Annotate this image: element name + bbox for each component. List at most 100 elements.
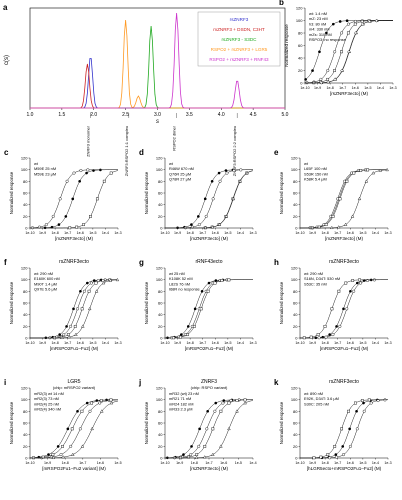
panel-k-legend-entry: E92K, D34T: 3.6 μM [304,396,339,401]
panel-d-ytick-label: 40 [158,202,163,207]
panel-c-point [57,223,61,226]
panel-c-point [58,197,62,201]
panel-f-legend-entry: wt: 290 nM [34,271,53,276]
panel-g-legend-entry: L82S 76 nM [169,281,190,286]
panel-j-point [187,455,191,459]
panel-c-point [44,223,48,227]
panel-e-point [338,197,342,201]
panel-j-ytick-label: 20 [158,444,163,449]
panel-j-point [211,452,215,456]
panel-b-point [326,69,330,73]
panel-f-xtick-label: 1e-8 [52,341,59,345]
panel-j-point [214,401,218,405]
panel-e-xlabel: [mZNRF3ecto] (M) [325,236,363,241]
panel-g-ytick-label: 120 [156,266,163,271]
panel-g-point [227,278,231,282]
panel-c-point [65,179,69,183]
panel-j-point [243,398,247,402]
panel-e-xtick-label: 1e-8 [322,231,329,235]
panel-h-point [345,307,349,311]
panel-f-point [94,281,98,285]
panel-c-legend-entry: wt [34,161,39,166]
panel-h-point [358,278,361,282]
panel-j-point [219,444,223,448]
panel-c-point [95,197,99,201]
panel-i-point [80,409,84,413]
panel-c-ytick-label: 0 [25,226,28,231]
panel-b-ytick-label: 40 [298,56,303,61]
panel-d-point [238,179,242,183]
panel-b-xlabel: [rsZNRF3ecto] (M) [330,91,368,96]
panel-d-point [203,225,208,229]
panel-h-point [324,335,328,339]
panel-i-point [56,445,60,448]
panel-c-ytick-label: 60 [23,191,28,196]
panel-d-point [204,214,208,218]
panel-i-ytick-label: 120 [21,386,28,391]
panel-c-ytick-label: 100 [21,167,28,172]
panel-label-i: i [4,378,6,387]
panel-b-point [319,77,323,81]
panel-k-point [335,455,339,459]
panel-a-legend-entry: RSPO2 + rsZNRF3 + LGR5 [211,47,268,52]
panel-label-b: b [279,0,284,7]
panel-b-legend-entry: mZs: 310 nM [309,32,332,37]
panel-i-xtick-label: 1e-8 [62,461,69,465]
panel-d-point [239,168,243,172]
panel-g-title: rRNF43ecto [196,259,223,265]
panel-b-xtick-label: 1e-4 [377,86,384,90]
panel-d-ytick-label: 60 [158,191,163,196]
panel-g-point [186,325,190,328]
panel-g-point [207,281,211,285]
panel-h-point [337,289,341,293]
panel-d-xtick-label: 1e-7 [199,231,206,235]
panel-d-xtick-label: 1e-10 [160,231,169,235]
panel-h-xtick-label: 1e-10 [295,341,304,345]
panel-a-legend-entry: RSPO2 + rsZNRF3 + RNF43 [209,57,269,62]
panel-j-point [243,401,247,405]
panel-c-ytick-label: 40 [23,202,28,207]
panel-e-ytick-label: 100 [291,167,298,172]
panel-j-subtitle: (chip: RSPO variant) [191,385,228,390]
panel-f-legend-entry: M90T 1.4 μM [34,281,57,286]
panel-j-point [189,453,193,457]
panel-e-point [385,167,389,172]
panel-g-point [193,307,197,311]
panel-b-ytick-label: 120 [296,6,303,11]
panel-e-fit-curve [300,169,388,229]
panel-e-point [378,168,382,172]
panel-g-ytick-label: 20 [158,324,163,329]
panel-b-point [333,50,337,54]
panel-d-point [217,171,221,175]
panel-j-point [195,453,199,457]
panel-g-point [179,335,182,339]
panel-c-point [79,169,83,173]
panel-b-legend-entry: h3: 80 nM [309,21,326,26]
panel-j-legend-entry: mR33 2.3 μM [169,407,192,412]
panel-c-xtick-label: 1e-4 [102,231,109,235]
panel-e-point [336,225,341,229]
panel-h-legend-entry: S16N, D34T: 530 nM [304,276,340,281]
panel-d-ytick-label: 20 [158,214,163,219]
panel-h-point [335,325,338,328]
panel-d-ytick-label: 80 [158,179,163,184]
panel-j-fit-curve [165,400,254,459]
panel-label-j: j [138,378,141,387]
panel-e-point [317,225,321,229]
panel-k-ytick-label: 20 [293,444,298,449]
panel-k-point [341,445,345,448]
panel-b-legend-entry: wt: 1.4 nM [309,11,327,16]
panel-g-point [185,333,189,337]
panel-f-ytick-label: 20 [23,324,28,329]
panel-b-point [340,31,344,35]
panel-i-fit-curve [30,400,119,459]
panel-g-xtick-label: 1e-6 [212,341,219,345]
panel-h-point [351,279,355,282]
panel-h-ytick-label: 20 [293,324,298,329]
panel-g-legend-entry: wt 25 nM [169,271,185,276]
panel-f-point [108,278,113,282]
panel-a-xtick-label: 4.5 [250,112,257,118]
panel-h-legend-entry: wt: 290 nM [304,271,323,276]
panel-j-point [211,427,215,431]
panel-i-legend-entry: mR2(4) 340 nM [34,407,61,412]
